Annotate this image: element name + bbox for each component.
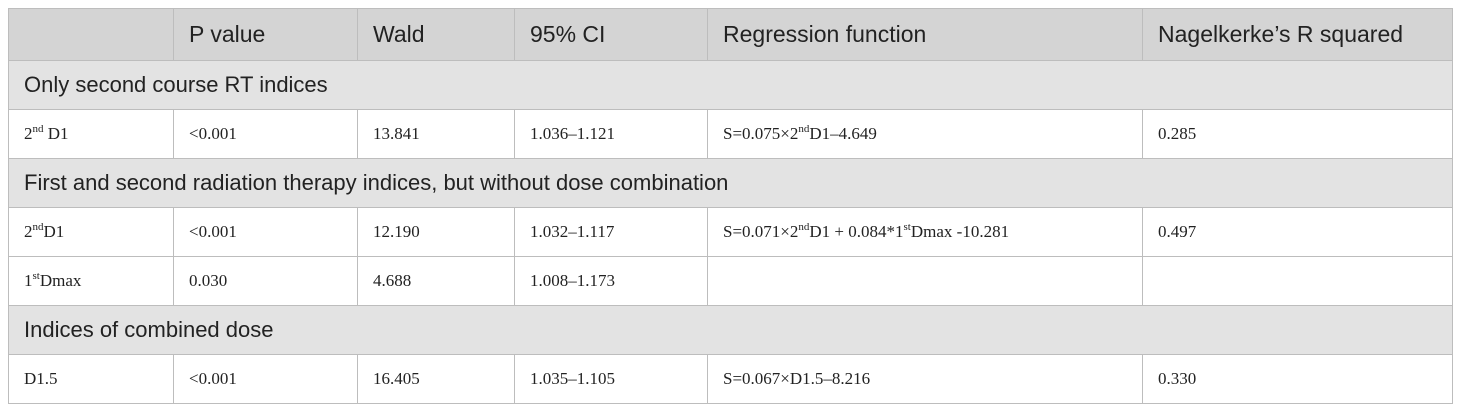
cell: 0.285 [1142,109,1453,159]
section-title: Indices of combined dose [8,305,1453,355]
text-part: 1 [24,271,33,290]
table-body: Only second course RT indices 2nd D1 <0.00… [8,60,1453,404]
text-part: S=0.075×2 [723,124,799,143]
cell: 0.497 [1142,207,1453,257]
cell: 12.190 [357,207,515,257]
header-cell: Wald [357,8,515,61]
cell: 1stDmax [8,256,174,306]
cell: 1.008–1.173 [514,256,708,306]
cell: <0.001 [173,109,358,159]
header-cell [8,8,174,61]
header-row: P value Wald 95% CI Regression function Nage… [8,8,1453,61]
cell: 16.405 [357,354,515,404]
header-cell: Regression function [707,8,1143,61]
superscript: nd [798,221,810,233]
section-title: First and second radiation therapy indic… [8,158,1453,208]
cell: <0.001 [173,354,358,404]
cell: <0.001 [173,207,358,257]
text-part: Dmax [39,271,82,290]
cell: 13.841 [357,109,515,159]
text-part: D1 [43,222,65,241]
cell [1142,256,1453,306]
cell: S=0.071×2ndD1 + 0.084*1stDmax -10.281 [707,207,1143,257]
text-part: 2 [24,222,33,241]
cell: 2ndD1 [8,207,174,257]
superscript: st [32,270,40,282]
text-part: D1 + 0.084*1 [809,222,904,241]
cell: 2nd D1 [8,109,174,159]
text-part: 2 [24,124,33,143]
superscript: nd [32,221,44,233]
superscript: nd [32,123,44,135]
header-cell: 95% CI [514,8,708,61]
superscript: nd [798,123,810,135]
cell [707,256,1143,306]
cell: 0.330 [1142,354,1453,404]
section-row: Only second course RT indices [8,60,1453,110]
cell: S=0.075×2ndD1–4.649 [707,109,1143,159]
section-title: Only second course RT indices [8,60,1453,110]
text-part: S=0.071×2 [723,222,799,241]
cell: 1.035–1.105 [514,354,708,404]
text-part: D1–4.649 [809,124,877,143]
data-row: 1stDmax 0.030 4.688 1.008–1.173 [8,256,1453,306]
superscript: st [903,221,911,233]
data-row: 2ndD1 <0.001 12.190 1.032–1.117 S=0.071×2ndD… [8,207,1453,257]
section-row: Indices of combined dose [8,305,1453,355]
data-row: 2nd D1 <0.001 13.841 1.036–1.121 S=0.075×2nd… [8,109,1453,159]
cell: 1.036–1.121 [514,109,708,159]
cell: 0.030 [173,256,358,306]
text-part: D1 [43,124,69,143]
cell: 4.688 [357,256,515,306]
data-row: D1.5 <0.001 16.405 1.035–1.105 S=0.067×D1.5–… [8,354,1453,404]
cell: D1.5 [8,354,174,404]
section-row: First and second radiation therapy indic… [8,158,1453,208]
results-table: P value Wald 95% CI Regression function Nage… [8,8,1453,404]
header-cell: Nagelkerke’s R squared [1142,8,1453,61]
cell: 1.032–1.117 [514,207,708,257]
cell: S=0.067×D1.5–8.216 [707,354,1143,404]
header-cell: P value [173,8,358,61]
text-part: Dmax -10.281 [910,222,1010,241]
